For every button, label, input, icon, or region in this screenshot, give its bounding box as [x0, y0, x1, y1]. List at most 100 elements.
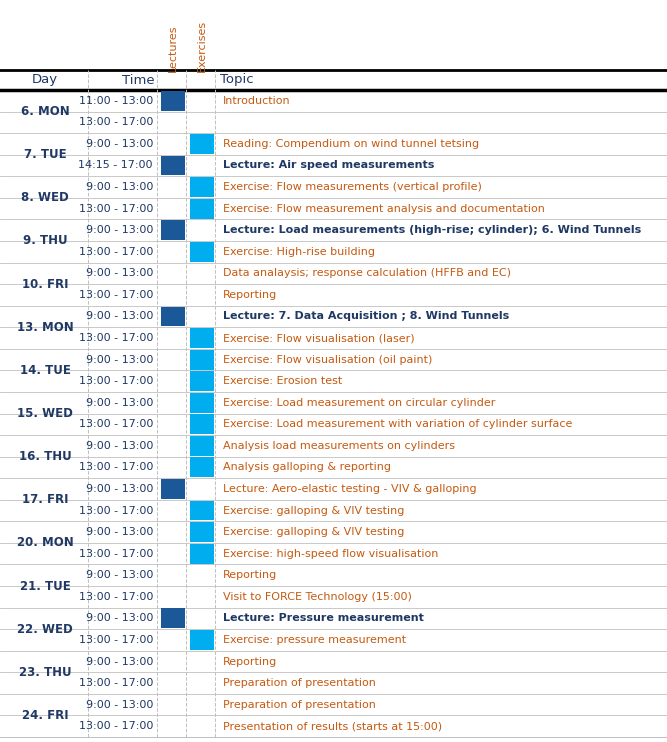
Text: 10. FRI: 10. FRI [22, 278, 68, 291]
Text: 9:00 - 13:00: 9:00 - 13:00 [85, 614, 153, 623]
Text: 9:00 - 13:00: 9:00 - 13:00 [85, 225, 153, 235]
Text: 15. WED: 15. WED [17, 407, 73, 420]
Bar [190, 177, 214, 197]
Text: 9:00 - 13:00: 9:00 - 13:00 [85, 441, 153, 451]
Text: 9:00 - 13:00: 9:00 - 13:00 [85, 571, 153, 580]
Text: 24. FRI: 24. FRI [22, 709, 68, 722]
Bar [161, 156, 185, 175]
Text: Lectures: Lectures [168, 24, 178, 72]
Bar [190, 393, 214, 413]
Text: 9:00 - 13:00: 9:00 - 13:00 [85, 398, 153, 407]
Text: Exercise: Flow measurement analysis and documentation: Exercise: Flow measurement analysis and … [223, 203, 545, 214]
Bar [161, 220, 185, 240]
Text: Reporting: Reporting [223, 290, 277, 300]
Bar [161, 306, 185, 326]
Text: Preparation of presentation: Preparation of presentation [223, 700, 376, 709]
Text: 21. TUE: 21. TUE [19, 580, 71, 593]
Text: 14:15 - 17:00: 14:15 - 17:00 [79, 160, 153, 171]
Text: 9:00 - 13:00: 9:00 - 13:00 [85, 312, 153, 321]
Text: 20. MON: 20. MON [17, 536, 73, 549]
Bar [190, 544, 214, 564]
Text: Exercise: galloping & VIV testing: Exercise: galloping & VIV testing [223, 505, 404, 516]
Bar [190, 630, 214, 650]
Text: 22. WED: 22. WED [17, 623, 73, 636]
Text: 13:00 - 17:00: 13:00 - 17:00 [79, 376, 153, 386]
Text: 9:00 - 13:00: 9:00 - 13:00 [85, 139, 153, 149]
Text: Reporting: Reporting [223, 571, 277, 580]
Text: Exercise: Load measurement with variation of cylinder surface: Exercise: Load measurement with variatio… [223, 419, 572, 430]
Text: Visit to FORCE Technology (15:00): Visit to FORCE Technology (15:00) [223, 592, 412, 602]
Text: 7. TUE: 7. TUE [24, 148, 66, 161]
Text: Exercise: pressure measurement: Exercise: pressure measurement [223, 635, 406, 645]
Text: 8. WED: 8. WED [21, 191, 69, 204]
Text: Exercise: Erosion test: Exercise: Erosion test [223, 376, 342, 386]
Text: 14. TUE: 14. TUE [19, 364, 71, 377]
Text: 13:00 - 17:00: 13:00 - 17:00 [79, 721, 153, 731]
Bar [161, 91, 185, 111]
Text: 16. THU: 16. THU [19, 450, 71, 463]
Bar [190, 134, 214, 154]
Text: Lecture: Load measurements (high-rise; cylinder); 6. Wind Tunnels: Lecture: Load measurements (high-rise; c… [223, 225, 641, 235]
Text: Lecture: Pressure measurement: Lecture: Pressure measurement [223, 614, 424, 623]
Text: 23. THU: 23. THU [19, 666, 71, 679]
Text: 13:00 - 17:00: 13:00 - 17:00 [79, 419, 153, 430]
Text: Day: Day [32, 73, 58, 87]
Text: 9:00 - 13:00: 9:00 - 13:00 [85, 355, 153, 364]
Text: Introduction: Introduction [223, 96, 291, 106]
Text: 6. MON: 6. MON [21, 105, 69, 118]
Text: 13:00 - 17:00: 13:00 - 17:00 [79, 592, 153, 602]
Bar [190, 242, 214, 262]
Text: Analysis galloping & reporting: Analysis galloping & reporting [223, 462, 391, 473]
Text: 13:00 - 17:00: 13:00 - 17:00 [79, 117, 153, 128]
Text: 13:00 - 17:00: 13:00 - 17:00 [79, 203, 153, 214]
Text: Presentation of results (starts at 15:00): Presentation of results (starts at 15:00… [223, 721, 442, 731]
Text: Lecture: Aero-elastic testing - VIV & galloping: Lecture: Aero-elastic testing - VIV & ga… [223, 484, 477, 494]
Text: Exercise: High-rise building: Exercise: High-rise building [223, 247, 375, 257]
Text: 13:00 - 17:00: 13:00 - 17:00 [79, 333, 153, 343]
Bar [161, 479, 185, 499]
Text: Time: Time [121, 73, 154, 87]
Text: Lecture: 7. Data Acquisition ; 8. Wind Tunnels: Lecture: 7. Data Acquisition ; 8. Wind T… [223, 312, 509, 321]
Bar [190, 414, 214, 434]
Text: 13:00 - 17:00: 13:00 - 17:00 [79, 290, 153, 300]
Text: Exercise: high-speed flow visualisation: Exercise: high-speed flow visualisation [223, 548, 438, 559]
Text: Exercise: Flow visualisation (oil paint): Exercise: Flow visualisation (oil paint) [223, 355, 432, 364]
Text: 9:00 - 13:00: 9:00 - 13:00 [85, 484, 153, 494]
Text: 9:00 - 13:00: 9:00 - 13:00 [85, 700, 153, 709]
Text: Exercises: Exercises [197, 20, 207, 72]
Text: 13. MON: 13. MON [17, 321, 73, 334]
Text: Data analaysis; response calculation (HFFB and EC): Data analaysis; response calculation (HF… [223, 269, 511, 278]
Text: 9:00 - 13:00: 9:00 - 13:00 [85, 657, 153, 666]
Text: Reading: Compendium on wind tunnel tetsing: Reading: Compendium on wind tunnel tetsi… [223, 139, 479, 149]
Text: Analysis load measurements on cylinders: Analysis load measurements on cylinders [223, 441, 455, 451]
Bar [190, 199, 214, 219]
Text: 9:00 - 13:00: 9:00 - 13:00 [85, 527, 153, 537]
Text: Preparation of presentation: Preparation of presentation [223, 678, 376, 688]
Text: Topic: Topic [220, 73, 253, 87]
Text: 9:00 - 13:00: 9:00 - 13:00 [85, 182, 153, 192]
Bar [190, 328, 214, 348]
Text: 9. THU: 9. THU [23, 234, 67, 248]
Text: 11:00 - 13:00: 11:00 - 13:00 [79, 96, 153, 106]
Text: 13:00 - 17:00: 13:00 - 17:00 [79, 247, 153, 257]
Bar [190, 522, 214, 542]
Bar [190, 371, 214, 391]
Text: 17. FRI: 17. FRI [22, 493, 68, 506]
Text: Exercise: Flow visualisation (laser): Exercise: Flow visualisation (laser) [223, 333, 415, 343]
Text: Exercise: Flow measurements (vertical profile): Exercise: Flow measurements (vertical pr… [223, 182, 482, 192]
Text: Exercise: Load measurement on circular cylinder: Exercise: Load measurement on circular c… [223, 398, 496, 407]
Bar [190, 458, 214, 477]
Bar [190, 349, 214, 370]
Text: 13:00 - 17:00: 13:00 - 17:00 [79, 635, 153, 645]
Bar [190, 436, 214, 456]
Text: 13:00 - 17:00: 13:00 - 17:00 [79, 462, 153, 473]
Text: Lecture: Air speed measurements: Lecture: Air speed measurements [223, 160, 434, 171]
Text: 13:00 - 17:00: 13:00 - 17:00 [79, 678, 153, 688]
Bar [190, 501, 214, 520]
Bar [161, 608, 185, 628]
Text: Reporting: Reporting [223, 657, 277, 666]
Text: Exercise: galloping & VIV testing: Exercise: galloping & VIV testing [223, 527, 404, 537]
Text: 9:00 - 13:00: 9:00 - 13:00 [85, 269, 153, 278]
Text: 13:00 - 17:00: 13:00 - 17:00 [79, 505, 153, 516]
Text: 13:00 - 17:00: 13:00 - 17:00 [79, 548, 153, 559]
